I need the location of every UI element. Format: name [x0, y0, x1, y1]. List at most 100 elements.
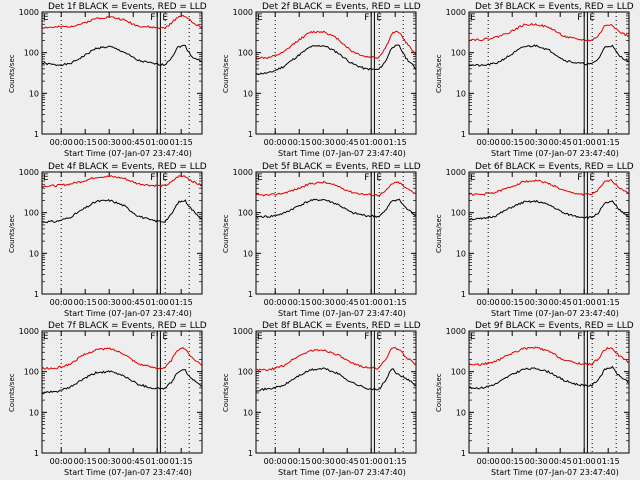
- x-tick-label: 00:15: [288, 457, 311, 466]
- flag-label-f: F: [577, 13, 582, 23]
- y-tick-label: 1000: [446, 168, 466, 177]
- x-tick-label: 01:15: [597, 457, 620, 466]
- y-tick-label: 100: [451, 368, 466, 377]
- x-tick-label: 00:30: [98, 298, 121, 307]
- y-tick-label: 100: [238, 368, 253, 377]
- x-tick-label: 00:30: [98, 138, 121, 147]
- panel-4: Det 4f BLACK = Events, RED = LLD Counts/s…: [8, 162, 207, 318]
- x-tick-label: 00:15: [501, 457, 524, 466]
- series-line-events: [41, 369, 203, 395]
- plot-frame: [468, 11, 630, 135]
- flag-label-e: E: [589, 332, 595, 342]
- panel-title: Det 8f BLACK = Events, RED = LLD: [262, 321, 421, 331]
- y-tick-label: 1000: [19, 168, 39, 177]
- panel-title: Det 9f BLACK = Events, RED = LLD: [475, 321, 634, 331]
- x-tick-label: 01:00: [146, 457, 169, 466]
- y-tick-label: 1: [461, 290, 466, 299]
- x-tick-label: 01:00: [573, 298, 596, 307]
- y-axis-label: Counts/sec: [8, 373, 16, 412]
- series-line-events: [255, 44, 417, 76]
- x-tick-label: 01:00: [146, 138, 169, 147]
- flag-label-f: F: [577, 173, 582, 183]
- series-line-events: [255, 367, 417, 392]
- flag-label-e: E: [162, 332, 168, 342]
- x-tick-label: 00:30: [525, 298, 548, 307]
- y-tick-label: 1000: [233, 168, 253, 177]
- x-axis-label: Start Time (07-Jan-07 23:47:40): [64, 468, 192, 477]
- y-axis-label: Counts/sec: [435, 214, 443, 253]
- x-tick-label: 00:45: [549, 298, 572, 307]
- y-axis-label: Counts/sec: [8, 54, 16, 93]
- series-line-lld: [255, 30, 417, 60]
- x-tick-label: 00:15: [501, 298, 524, 307]
- series-line-lld: [468, 22, 630, 42]
- x-tick-label: 00:15: [74, 138, 97, 147]
- series-line-lld: [41, 14, 203, 30]
- y-axis-label: Counts/sec: [435, 54, 443, 93]
- x-tick-label: 01:00: [573, 457, 596, 466]
- x-tick-label: 00:45: [336, 138, 359, 147]
- y-tick-label: 100: [24, 49, 39, 58]
- flag-label-corner: E: [43, 13, 49, 23]
- panel-title: Det 6f BLACK = Events, RED = LLD: [475, 162, 634, 172]
- plot-frame: [255, 11, 417, 135]
- x-tick-label: 00:00: [477, 457, 500, 466]
- x-axis-label: Start Time (07-Jan-07 23:47:40): [278, 309, 406, 318]
- panel-title: Det 4f BLACK = Events, RED = LLD: [48, 162, 207, 172]
- series-line-lld: [41, 175, 203, 188]
- x-axis-label: Start Time (07-Jan-07 23:47:40): [491, 468, 619, 477]
- x-tick-label: 01:00: [146, 298, 169, 307]
- x-tick-label: 00:45: [549, 138, 572, 147]
- y-tick-label: 10: [456, 89, 466, 98]
- y-tick-label: 10: [456, 408, 466, 417]
- flag-label-e: E: [589, 13, 595, 23]
- y-tick-label: 100: [238, 49, 253, 58]
- panel-6: Det 6f BLACK = Events, RED = LLD Counts/s…: [435, 162, 634, 318]
- x-axis-label: Start Time (07-Jan-07 23:47:40): [64, 149, 192, 158]
- y-tick-label: 1000: [446, 8, 466, 17]
- plot-frame: [468, 171, 630, 295]
- x-tick-label: 00:00: [50, 457, 73, 466]
- x-tick-label: 00:45: [122, 457, 145, 466]
- panel-1: Det 1f BLACK = Events, RED = LLD Counts/s…: [8, 2, 207, 158]
- flag-label-f: F: [150, 13, 155, 23]
- x-axis-label: Start Time (07-Jan-07 23:47:40): [278, 149, 406, 158]
- y-tick-label: 100: [238, 209, 253, 218]
- x-tick-label: 00:45: [336, 457, 359, 466]
- y-tick-label: 10: [243, 249, 253, 258]
- x-tick-label: 00:30: [525, 138, 548, 147]
- x-tick-label: 01:00: [360, 138, 383, 147]
- x-tick-label: 01:15: [170, 298, 193, 307]
- x-tick-label: 01:00: [360, 457, 383, 466]
- panel-2: Det 2f BLACK = Events, RED = LLD Counts/s…: [222, 2, 421, 158]
- flag-label-e: E: [376, 173, 382, 183]
- panel-title: Det 1f BLACK = Events, RED = LLD: [48, 2, 207, 12]
- x-tick-label: 00:15: [74, 457, 97, 466]
- y-tick-label: 1: [248, 449, 253, 458]
- flag-label-corner: E: [257, 332, 263, 342]
- x-tick-label: 00:15: [288, 138, 311, 147]
- y-tick-label: 1000: [19, 8, 39, 17]
- flag-label-corner: E: [470, 332, 476, 342]
- x-tick-label: 01:15: [384, 138, 407, 147]
- x-tick-label: 01:15: [170, 457, 193, 466]
- y-tick-label: 1000: [19, 327, 39, 336]
- panel-9: Det 9f BLACK = Events, RED = LLD Counts/s…: [435, 321, 634, 477]
- plot-frame: [255, 330, 417, 454]
- flag-label-corner: E: [470, 13, 476, 23]
- x-tick-label: 00:30: [98, 457, 121, 466]
- x-tick-label: 00:15: [501, 138, 524, 147]
- x-tick-label: 00:45: [549, 457, 572, 466]
- x-tick-label: 00:15: [288, 298, 311, 307]
- y-tick-label: 100: [24, 368, 39, 377]
- x-tick-label: 01:15: [170, 138, 193, 147]
- panel-title: Det 7f BLACK = Events, RED = LLD: [48, 321, 207, 331]
- y-tick-label: 10: [29, 408, 39, 417]
- y-tick-label: 1: [248, 130, 253, 139]
- x-axis-label: Start Time (07-Jan-07 23:47:40): [491, 149, 619, 158]
- y-tick-label: 10: [29, 249, 39, 258]
- y-tick-label: 10: [456, 249, 466, 258]
- plot-frame: [255, 171, 417, 295]
- flag-label-f: F: [577, 332, 582, 342]
- plot-frame: [41, 330, 203, 454]
